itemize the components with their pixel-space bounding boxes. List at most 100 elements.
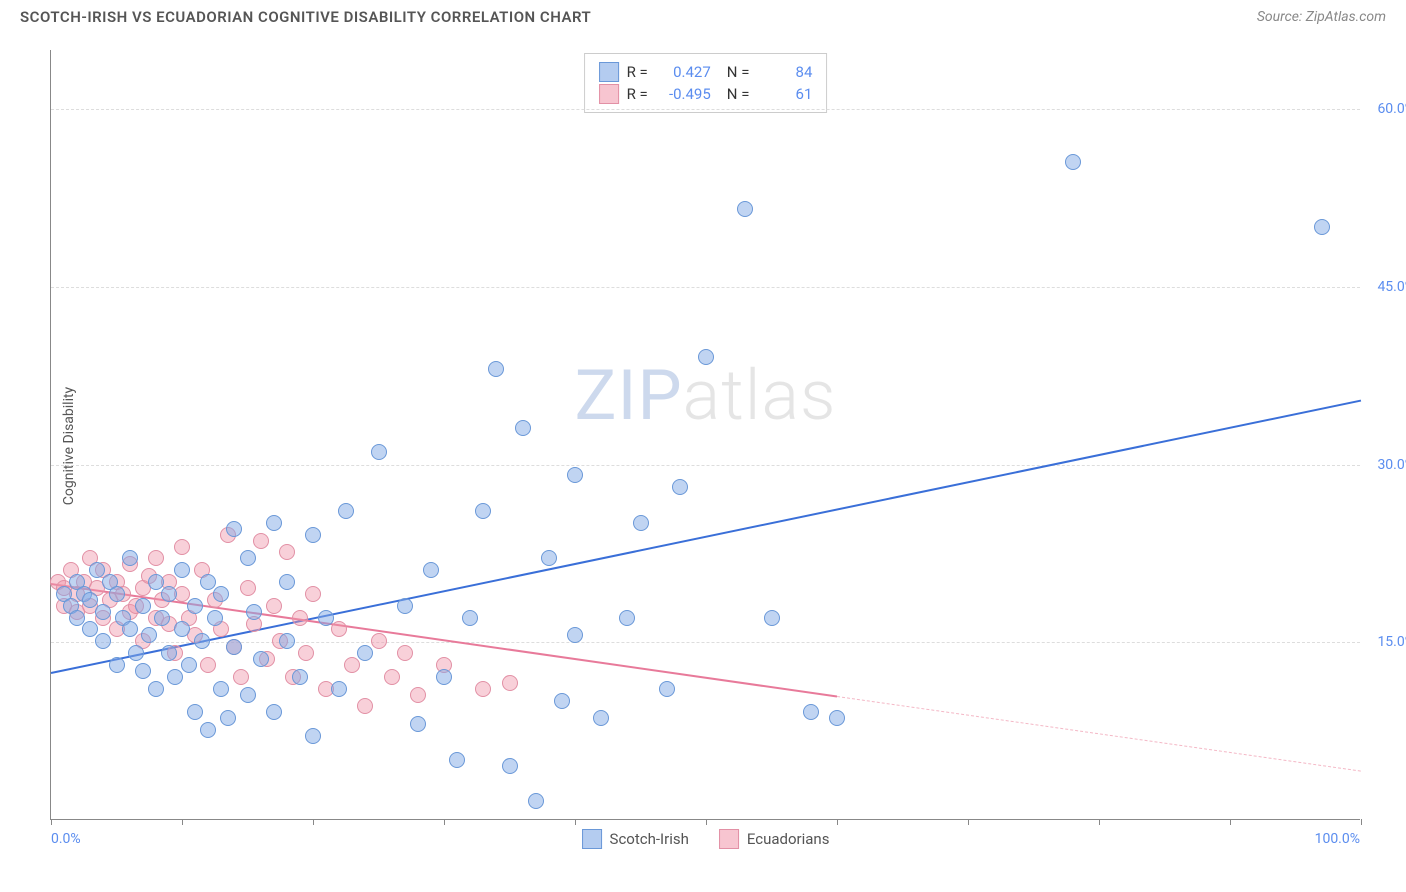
data-point [633, 515, 649, 531]
data-point [449, 752, 465, 768]
data-point [292, 610, 308, 626]
data-point [371, 444, 387, 460]
data-point [541, 550, 557, 566]
data-point [528, 793, 544, 809]
xtick [1099, 819, 1100, 825]
data-point [95, 633, 111, 649]
data-point [593, 710, 609, 726]
n-label: N = [727, 63, 750, 81]
data-point [298, 645, 314, 661]
data-point [371, 633, 387, 649]
data-point [122, 550, 138, 566]
data-point [279, 574, 295, 590]
data-point [240, 550, 256, 566]
data-point [292, 669, 308, 685]
data-point [148, 550, 164, 566]
xtick [444, 819, 445, 825]
data-point [246, 604, 262, 620]
data-point [305, 527, 321, 543]
data-point [82, 621, 98, 637]
data-point [279, 633, 295, 649]
data-point [436, 669, 452, 685]
data-point [829, 710, 845, 726]
data-point [279, 544, 295, 560]
data-point [475, 503, 491, 519]
xtick [968, 819, 969, 825]
data-point [803, 704, 819, 720]
trend-line [51, 399, 1361, 673]
data-point [253, 651, 269, 667]
data-point [331, 681, 347, 697]
data-point [672, 479, 688, 495]
xtick [1230, 819, 1231, 825]
data-point [207, 610, 223, 626]
data-point [174, 562, 190, 578]
data-point [253, 533, 269, 549]
ytick-label: 30.0% [1377, 457, 1406, 473]
xtick [1361, 819, 1362, 825]
data-point [122, 621, 138, 637]
data-point [266, 598, 282, 614]
watermark-zip: ZIP [575, 355, 683, 437]
ytick-label: 45.0% [1377, 279, 1406, 295]
legend-bottom: Scotch-Irish Ecuadorians [582, 829, 830, 849]
data-point [148, 681, 164, 697]
xtick [51, 819, 52, 825]
data-point [659, 681, 675, 697]
data-point [305, 728, 321, 744]
data-point [240, 687, 256, 703]
data-point [698, 349, 714, 365]
ytick-label: 15.0% [1377, 634, 1406, 650]
r-label: R = [627, 63, 648, 81]
data-point [764, 610, 780, 626]
data-point [423, 562, 439, 578]
stats-row-blue: R = 0.427 N = 84 [599, 62, 813, 82]
data-point [266, 515, 282, 531]
data-point [141, 627, 157, 643]
data-point [357, 698, 373, 714]
gridline [51, 287, 1360, 288]
stats-row-pink: R = -0.495 N = 61 [599, 84, 813, 104]
data-point [148, 574, 164, 590]
n-value-pink: 61 [757, 85, 812, 103]
data-point [135, 663, 151, 679]
data-point [1314, 219, 1330, 235]
chart-plot-area: ZIPatlas R = 0.427 N = 84 R = -0.495 N =… [50, 50, 1360, 820]
data-point [240, 580, 256, 596]
data-point [128, 645, 144, 661]
data-point [338, 503, 354, 519]
swatch-pink [719, 829, 739, 849]
data-point [82, 592, 98, 608]
data-point [357, 645, 373, 661]
data-point [174, 539, 190, 555]
data-point [226, 521, 242, 537]
data-point [410, 716, 426, 732]
legend-label-blue: Scotch-Irish [610, 830, 689, 848]
xtick-label: 0.0% [51, 831, 81, 847]
data-point [502, 675, 518, 691]
watermark: ZIPatlas [575, 355, 837, 437]
data-point [619, 610, 635, 626]
data-point [161, 586, 177, 602]
data-point [167, 669, 183, 685]
watermark-atlas: atlas [683, 355, 837, 437]
data-point [220, 710, 236, 726]
legend-item-pink: Ecuadorians [719, 829, 830, 849]
data-point [305, 586, 321, 602]
data-point [233, 669, 249, 685]
data-point [502, 758, 518, 774]
data-point [737, 201, 753, 217]
data-point [109, 657, 125, 673]
data-point [554, 693, 570, 709]
data-point [200, 657, 216, 673]
data-point [266, 704, 282, 720]
legend-item-blue: Scotch-Irish [582, 829, 689, 849]
data-point [515, 420, 531, 436]
data-point [397, 598, 413, 614]
data-point [344, 657, 360, 673]
gridline [51, 642, 1360, 643]
data-point [331, 621, 347, 637]
data-point [135, 598, 151, 614]
data-point [200, 722, 216, 738]
trend-line [837, 696, 1361, 773]
